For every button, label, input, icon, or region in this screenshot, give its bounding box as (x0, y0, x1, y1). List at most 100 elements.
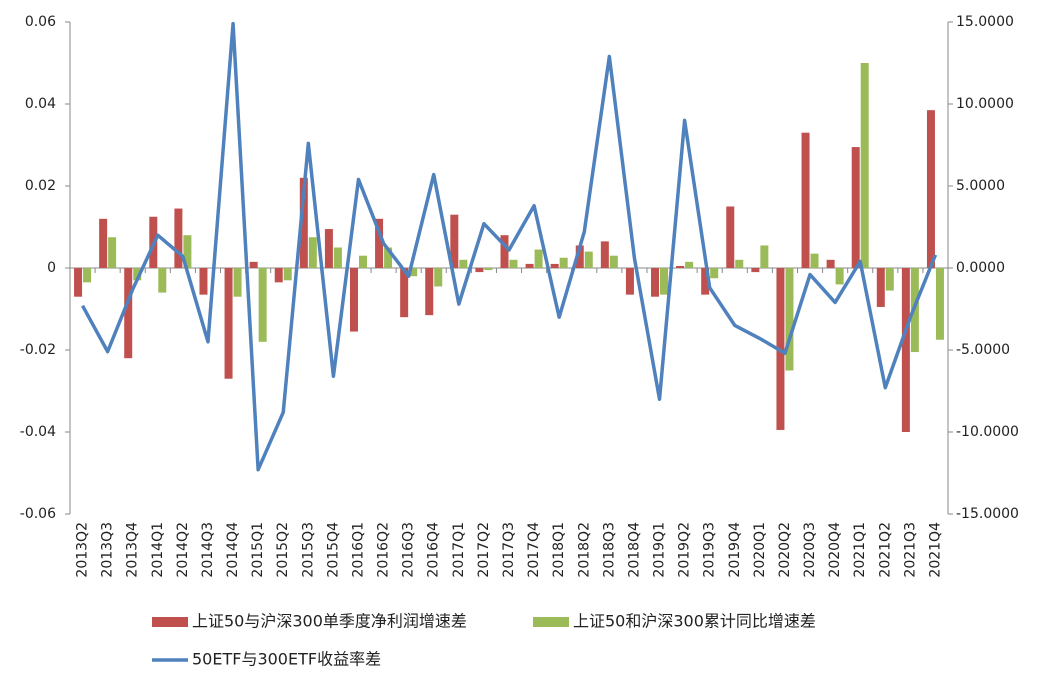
bar (625, 268, 634, 295)
bar (384, 247, 393, 268)
bar (651, 268, 660, 297)
bar (600, 241, 609, 268)
bar (885, 268, 894, 291)
y-tick-label: 0.06 (25, 14, 56, 30)
bar (174, 208, 183, 268)
bar (584, 251, 593, 268)
x-tick-label: 2017Q1 (451, 522, 467, 578)
x-tick-label: 2014Q1 (150, 522, 166, 578)
x-tick-label: 2020Q4 (827, 522, 843, 578)
bar (901, 268, 910, 432)
bar (751, 268, 760, 273)
bar (74, 268, 83, 297)
x-tick-label: 2015Q2 (275, 522, 291, 578)
bar (258, 268, 267, 342)
x-tick-label: 2014Q2 (175, 522, 191, 578)
bar (676, 265, 685, 268)
y2-tick-label: 0.0000 (956, 260, 1005, 276)
y-tick-label: 0.04 (25, 96, 56, 112)
y-tick-label: 0 (47, 260, 56, 276)
y-tick-label: -0.04 (20, 424, 56, 440)
line (81, 21, 938, 472)
x-tick-label: 2017Q4 (526, 522, 542, 578)
x-tick-label: 2015Q1 (250, 522, 266, 578)
x-tick-label: 2016Q4 (426, 522, 442, 578)
bar (333, 247, 342, 268)
x-tick-label: 2018Q2 (576, 522, 592, 578)
bar (575, 245, 584, 268)
y-tick-label: -0.06 (20, 506, 56, 522)
bar (274, 268, 283, 283)
x-tick-label: 2021Q2 (877, 522, 893, 578)
bar (851, 147, 860, 268)
legend-label: 上证50与沪深300单季度净利润增速差 (192, 612, 467, 631)
x-tick-label: 2017Q2 (476, 522, 492, 578)
bar (358, 255, 367, 268)
x-tick-label: 2017Q3 (501, 522, 517, 578)
bar (801, 132, 810, 268)
bar (735, 259, 744, 268)
x-tick-label: 2013Q2 (75, 522, 91, 578)
x-tick-label: 2016Q2 (376, 522, 392, 578)
bar (525, 263, 534, 268)
bar (876, 268, 885, 307)
legend-swatch (533, 617, 569, 627)
bar (835, 268, 844, 285)
bar (459, 259, 468, 268)
bar (685, 261, 694, 268)
bar (484, 268, 493, 271)
bar (450, 214, 459, 268)
x-tick-label: 2019Q3 (702, 522, 718, 578)
bar (509, 259, 518, 268)
y2-tick-label: -5.0000 (956, 342, 1010, 358)
bar (349, 268, 358, 332)
bar (559, 257, 568, 268)
bar (810, 253, 819, 268)
bar (860, 63, 869, 268)
bar (760, 245, 769, 268)
x-tick-label: 2018Q1 (551, 522, 567, 578)
y2-tick-label: 5.0000 (956, 178, 1005, 194)
bar (299, 177, 308, 268)
bar (133, 268, 142, 281)
bar (283, 268, 292, 281)
x-tick-label: 2019Q2 (677, 522, 693, 578)
y2-tick-label: -15.0000 (956, 506, 1019, 522)
bar (926, 110, 935, 269)
bar (249, 261, 258, 268)
x-tick-label: 2015Q3 (300, 522, 316, 578)
x-tick-label: 2018Q3 (601, 522, 617, 578)
bar (108, 237, 117, 268)
legend-label: 50ETF与300ETF收益率差 (192, 650, 381, 669)
bar (375, 218, 384, 268)
bar (785, 268, 794, 371)
bar (475, 268, 484, 273)
x-tick-label: 2019Q4 (727, 522, 743, 578)
bar (124, 268, 133, 359)
legend-swatch (152, 617, 188, 627)
bar (83, 268, 92, 283)
y-tick-label: 0.02 (25, 178, 56, 194)
bar (324, 229, 333, 268)
bar (534, 249, 543, 268)
legend-label: 上证50和沪深300累计同比增速差 (573, 612, 816, 631)
bar (199, 268, 208, 295)
bar (99, 218, 108, 268)
bar (609, 255, 618, 268)
x-tick-label: 2020Q3 (802, 522, 818, 578)
x-tick-label: 2015Q4 (325, 522, 341, 578)
y2-tick-label: 10.0000 (956, 96, 1014, 112)
bar (233, 268, 242, 297)
bar (826, 259, 835, 268)
y-tick-label: -0.02 (20, 342, 56, 358)
bar (500, 235, 509, 268)
y2-tick-label: -10.0000 (956, 424, 1019, 440)
bar (308, 237, 317, 268)
y2-tick-label: 15.0000 (956, 14, 1014, 30)
x-tick-label: 2013Q4 (125, 522, 141, 578)
bar (183, 235, 192, 268)
x-tick-label: 2020Q1 (752, 522, 768, 578)
bar (425, 268, 434, 316)
bar (710, 268, 719, 279)
